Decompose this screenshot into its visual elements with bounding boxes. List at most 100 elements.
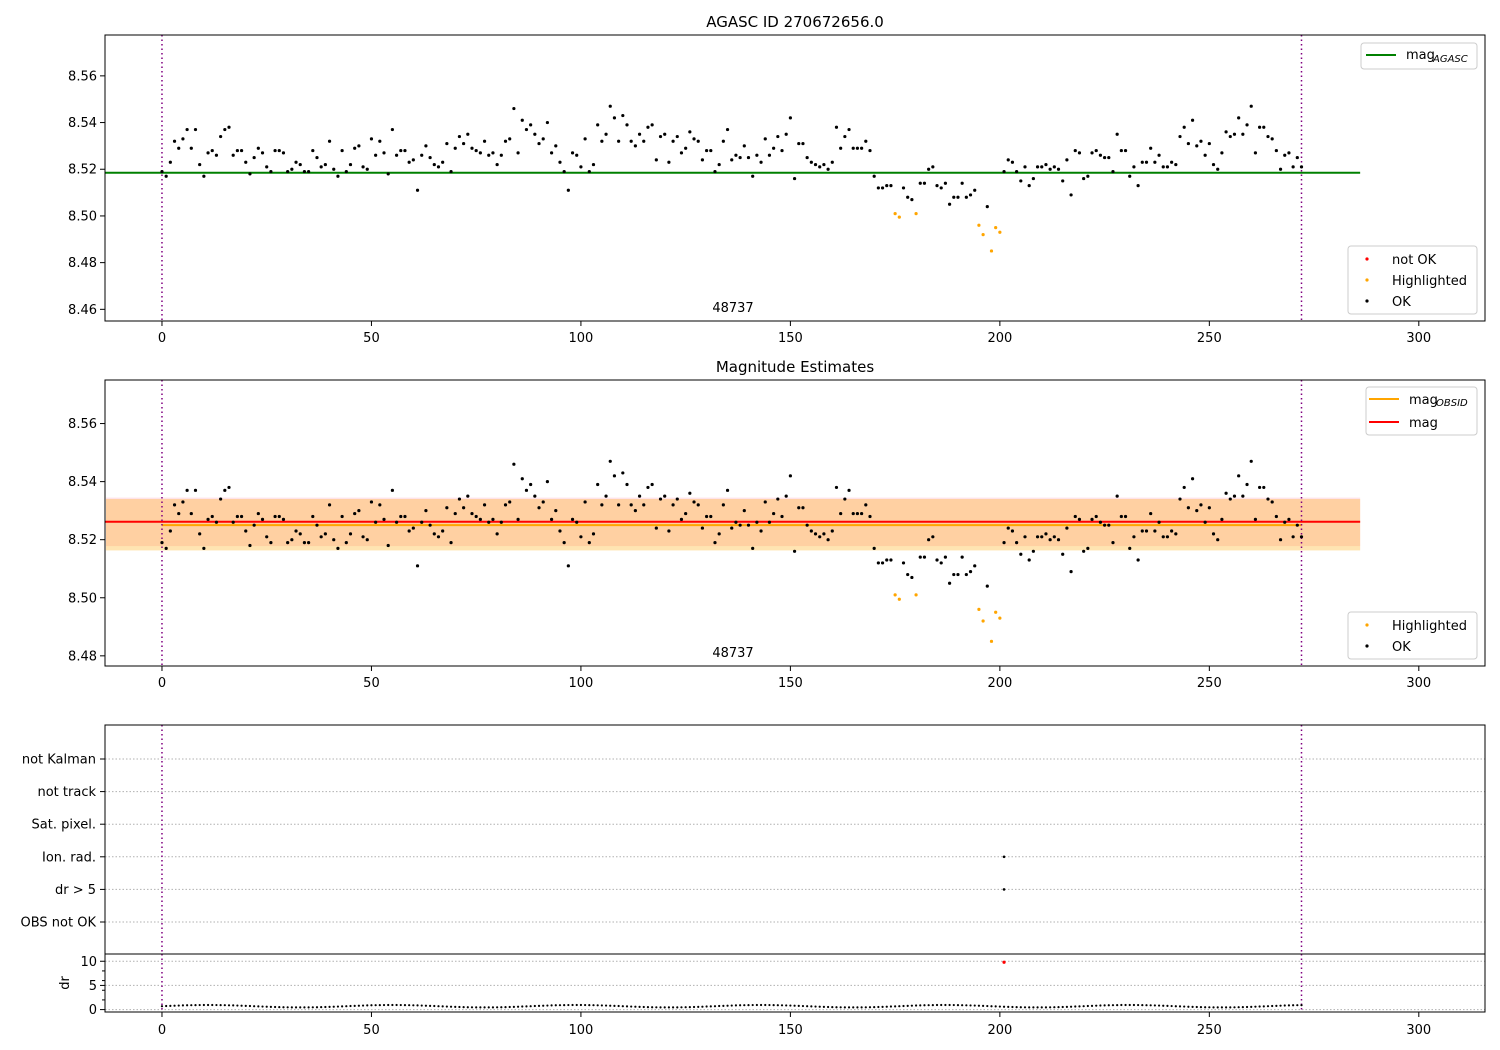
ok-point (265, 535, 269, 539)
legend-label-highlighted: Highlighted (1392, 274, 1467, 289)
highlighted-point (989, 249, 994, 253)
dr-point (881, 1005, 884, 1008)
ok-point (700, 526, 705, 530)
dr-point (1178, 1005, 1182, 1008)
ok-point (185, 488, 189, 492)
ok-point (319, 165, 323, 169)
ok-point (1040, 535, 1044, 539)
ok-point (960, 555, 964, 559)
ok-point (411, 158, 415, 162)
ok-point (541, 137, 545, 141)
ok-point (1002, 540, 1006, 545)
dr-point (1233, 1006, 1236, 1009)
dr-point (713, 1005, 717, 1008)
dr-point (780, 1004, 784, 1007)
ok-point (717, 162, 721, 167)
ok-point (1249, 459, 1253, 463)
y-tick-label: 8.52 (68, 533, 97, 548)
ok-point (964, 195, 968, 199)
dr-point (910, 1004, 913, 1007)
ok-point (277, 148, 281, 153)
dr-point (546, 1004, 549, 1007)
dr-point (181, 1004, 185, 1007)
ok-point (918, 555, 922, 559)
ok-point (365, 167, 369, 171)
ok-point (684, 146, 688, 150)
ok-point (1165, 165, 1170, 169)
ok-point (1119, 148, 1123, 153)
ok-point (818, 535, 822, 539)
ok-point (453, 511, 457, 516)
dr-point (588, 1004, 591, 1007)
ok-point (537, 141, 541, 146)
ok-point (1031, 549, 1035, 553)
ok-point (1077, 151, 1082, 155)
ok-point (621, 113, 625, 118)
ok-point (248, 172, 252, 176)
dr-point (1128, 1003, 1131, 1007)
x-tick-label: 300 (1406, 331, 1431, 346)
dr-point (638, 1005, 641, 1008)
ok-point (503, 503, 508, 507)
ok-point (1149, 146, 1153, 150)
dr-point (1266, 1005, 1270, 1008)
dr-point (1103, 1004, 1106, 1007)
ok-point (491, 151, 495, 155)
x-tick-label: 300 (1406, 676, 1431, 691)
ok-point (273, 514, 277, 519)
ok-point (746, 523, 751, 527)
dr-point (286, 1006, 289, 1009)
dr-point (554, 1004, 557, 1007)
dr-point (1032, 1006, 1035, 1009)
dr-point (630, 1005, 633, 1008)
ok-point (1195, 509, 1199, 513)
ok-point (570, 151, 575, 155)
ok-point (399, 514, 403, 519)
dr-point (273, 1005, 277, 1009)
dr-point (361, 1004, 365, 1007)
ok-point (968, 193, 973, 197)
ok-point (1061, 179, 1065, 183)
dr-point (357, 1004, 360, 1007)
ok-point (633, 144, 637, 148)
ok-point (1170, 529, 1174, 533)
ok-point (1237, 474, 1241, 478)
dr-point (1245, 1005, 1249, 1009)
dr-point (1086, 1004, 1089, 1008)
ok-point (1232, 132, 1237, 136)
ok-point (847, 488, 851, 492)
ok-point (160, 540, 164, 545)
ok-point (1190, 477, 1195, 481)
dr-point (940, 1003, 943, 1007)
dr-point (1015, 1006, 1018, 1009)
dr-point (1174, 1005, 1177, 1008)
ok-point (650, 482, 654, 487)
ok-point (1216, 538, 1220, 542)
dr-point (722, 1004, 725, 1007)
ok-point (868, 148, 872, 153)
dr-point (755, 1003, 758, 1007)
ok-point (1232, 494, 1237, 498)
ok-point (1107, 523, 1111, 527)
ok-point (1023, 165, 1027, 169)
ok-point (1090, 151, 1094, 155)
ok-point (935, 558, 939, 562)
ok-point (906, 572, 910, 577)
dr-point (1220, 1006, 1224, 1009)
ok-point (583, 500, 587, 504)
ok-point (633, 509, 637, 513)
ok-point (839, 511, 843, 516)
ok-point (181, 500, 185, 504)
highlighted-point (897, 215, 901, 219)
ok-point (1061, 552, 1065, 556)
dr-point (1191, 1005, 1194, 1008)
dr-point (584, 1003, 587, 1007)
ok-point (1102, 523, 1107, 527)
ok-point (855, 146, 860, 150)
dr-point (701, 1005, 704, 1008)
ok-point (549, 517, 554, 521)
ok-point (826, 167, 830, 171)
dr-point (902, 1004, 905, 1008)
ok-point (1128, 174, 1132, 178)
ok-point (516, 517, 520, 521)
